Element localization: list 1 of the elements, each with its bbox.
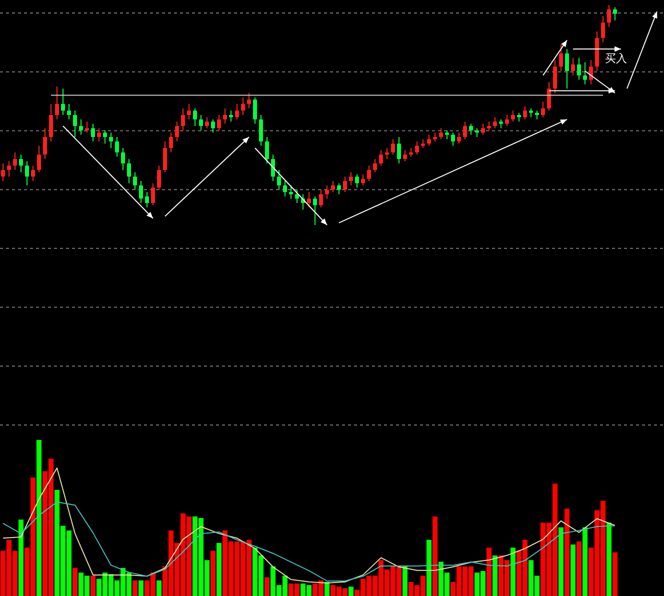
- annotation: 买入: [605, 52, 627, 66]
